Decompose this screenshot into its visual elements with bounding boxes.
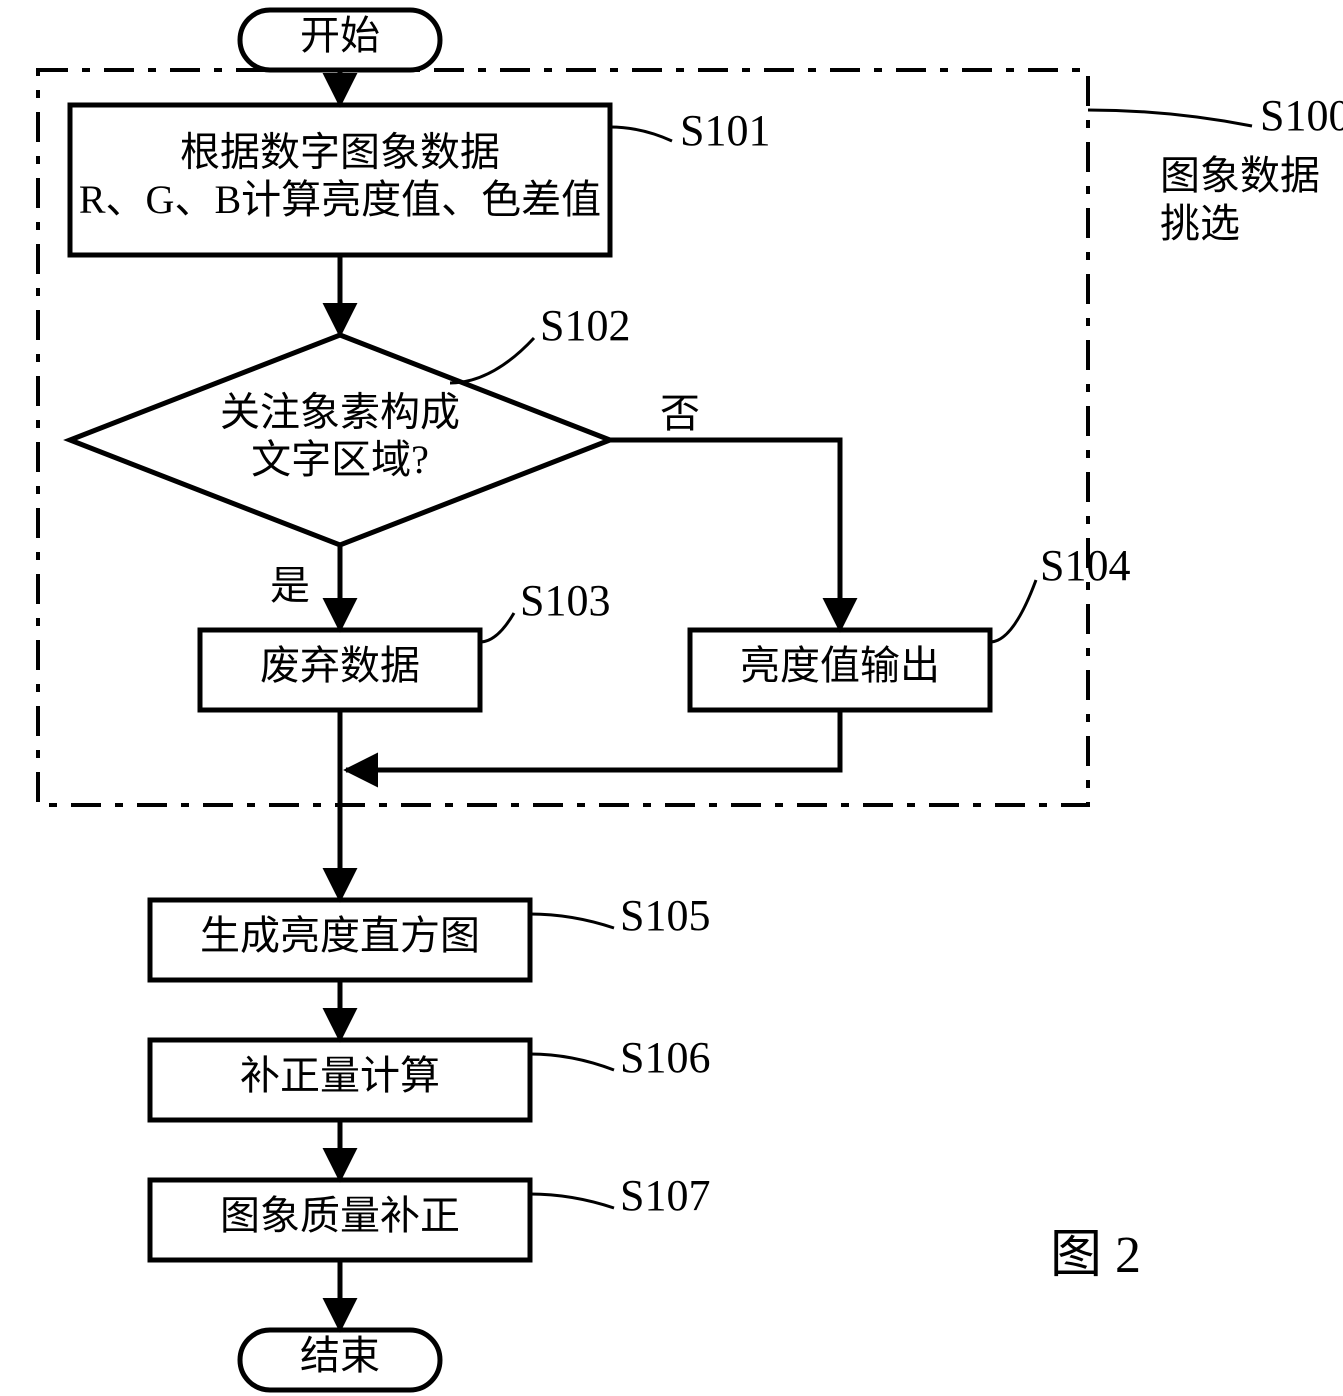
label-s100: S100 bbox=[1260, 91, 1343, 140]
label-s102: S102 bbox=[540, 301, 630, 350]
s101-node-text: R、G、B计算亮度值、色差值 bbox=[79, 177, 601, 222]
leader-s107 bbox=[530, 1194, 614, 1208]
label-s105: S105 bbox=[620, 891, 710, 940]
label-s103: S103 bbox=[520, 576, 610, 625]
edge-s104-merge bbox=[346, 710, 840, 770]
s106-node-text: 补正量计算 bbox=[240, 1053, 440, 1098]
edge-s102-s104 bbox=[610, 440, 840, 630]
label-s104: S104 bbox=[1040, 541, 1130, 590]
label-no: 否 bbox=[660, 391, 700, 436]
label-s101: S101 bbox=[680, 106, 770, 155]
s104-node-text: 亮度值输出 bbox=[740, 643, 940, 688]
label-s106: S106 bbox=[620, 1033, 710, 1082]
leader-s100 bbox=[1088, 110, 1252, 126]
leader-s103 bbox=[480, 613, 514, 642]
s103-node-text: 废弃数据 bbox=[260, 643, 420, 688]
s102-node-text: 文字区域? bbox=[251, 437, 429, 482]
s102-node-text: 关注象素构成 bbox=[220, 390, 460, 435]
s107-node-text: 图象质量补正 bbox=[220, 1193, 460, 1238]
label-s107: S107 bbox=[620, 1171, 710, 1220]
end-node-text: 结束 bbox=[300, 1333, 380, 1378]
s101-node-text: 根据数字图象数据 bbox=[180, 130, 500, 175]
label-yes: 是 bbox=[270, 563, 310, 608]
leader-s104 bbox=[990, 580, 1036, 642]
start-node-text: 开始 bbox=[300, 13, 380, 58]
leader-s105 bbox=[530, 914, 614, 928]
leader-s102 bbox=[450, 338, 534, 383]
group-label: 挑选 bbox=[1160, 201, 1240, 246]
leader-s101 bbox=[610, 127, 672, 141]
s105-node-text: 生成亮度直方图 bbox=[200, 913, 480, 958]
leader-s106 bbox=[530, 1054, 614, 1070]
group-label: 图象数据 bbox=[1160, 153, 1320, 198]
figure-label: 图 2 bbox=[1050, 1227, 1141, 1284]
